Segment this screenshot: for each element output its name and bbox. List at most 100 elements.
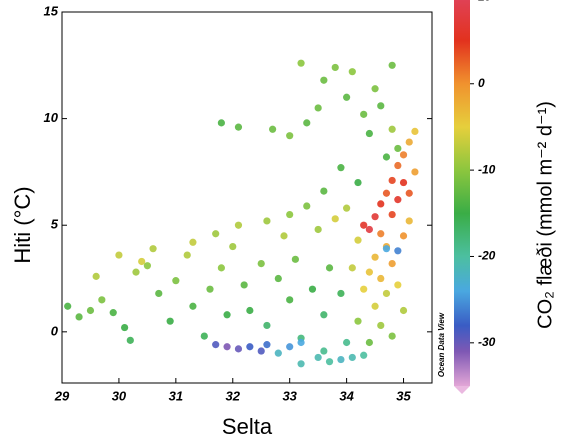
data-point bbox=[138, 257, 146, 266]
data-point bbox=[155, 289, 163, 298]
data-point bbox=[394, 196, 402, 204]
x-tick-label: 30 bbox=[112, 388, 127, 403]
data-point bbox=[92, 272, 100, 280]
data-point bbox=[331, 215, 339, 223]
y-tick-label: 10 bbox=[44, 110, 59, 125]
data-point bbox=[217, 119, 225, 127]
y-tick-label: 15 bbox=[44, 3, 59, 18]
data-point bbox=[399, 178, 408, 187]
data-point bbox=[377, 321, 385, 330]
data-point bbox=[348, 353, 356, 362]
x-tick-label: 34 bbox=[339, 388, 354, 403]
data-point bbox=[371, 253, 379, 261]
data-point bbox=[348, 68, 356, 76]
data-point bbox=[354, 178, 362, 187]
y-tick-label: 0 bbox=[51, 323, 59, 338]
colorbar-bottom-cap bbox=[454, 386, 470, 394]
data-point bbox=[229, 242, 237, 251]
data-point bbox=[303, 119, 311, 127]
data-point bbox=[365, 225, 373, 234]
data-point bbox=[115, 251, 123, 259]
colorbar-label: CO₂ flæði (mmol m⁻² d⁻¹) bbox=[534, 101, 556, 329]
data-point bbox=[360, 110, 368, 118]
data-point bbox=[371, 213, 379, 221]
data-point bbox=[360, 351, 368, 359]
data-point bbox=[388, 210, 396, 219]
data-point bbox=[286, 210, 294, 219]
colorbar-tick-label: -10 bbox=[478, 162, 496, 176]
data-point bbox=[109, 309, 117, 317]
data-point bbox=[291, 255, 299, 263]
data-point bbox=[388, 332, 396, 340]
data-point bbox=[217, 264, 225, 272]
data-point bbox=[360, 285, 368, 293]
data-point bbox=[206, 285, 214, 293]
colorbar-tick-label: -30 bbox=[478, 335, 496, 349]
data-point bbox=[365, 129, 373, 138]
data-point bbox=[388, 259, 396, 268]
colorbar-tick-label: 0 bbox=[478, 76, 485, 90]
data-point bbox=[183, 251, 191, 259]
data-point bbox=[388, 125, 396, 133]
data-point bbox=[343, 338, 351, 347]
data-point bbox=[280, 232, 288, 240]
data-point bbox=[234, 221, 243, 229]
data-point bbox=[212, 230, 220, 238]
data-point bbox=[388, 61, 396, 69]
data-point bbox=[331, 63, 339, 72]
data-point bbox=[286, 343, 294, 351]
data-point bbox=[394, 281, 402, 289]
data-point bbox=[377, 274, 385, 283]
data-point bbox=[405, 189, 413, 197]
data-point bbox=[360, 221, 368, 229]
data-point bbox=[337, 289, 345, 298]
colorbar bbox=[454, 0, 470, 387]
data-point bbox=[394, 161, 402, 170]
data-point bbox=[371, 302, 379, 310]
data-point bbox=[411, 168, 419, 176]
data-point bbox=[308, 285, 317, 293]
data-point bbox=[382, 153, 391, 161]
data-point bbox=[314, 353, 322, 362]
watermark: Ocean Data View bbox=[437, 312, 446, 377]
data-point bbox=[189, 302, 197, 310]
data-point bbox=[126, 336, 134, 344]
data-point bbox=[399, 232, 408, 240]
data-point bbox=[223, 311, 231, 319]
data-point bbox=[377, 200, 385, 208]
data-point bbox=[263, 341, 271, 349]
x-tick-label: 33 bbox=[282, 388, 297, 403]
data-point bbox=[314, 104, 322, 112]
data-point bbox=[269, 125, 277, 133]
data-point bbox=[98, 296, 106, 304]
data-point bbox=[132, 268, 140, 276]
y-tick-label: 5 bbox=[51, 217, 59, 232]
data-point bbox=[246, 343, 254, 351]
data-point bbox=[354, 236, 362, 244]
data-point bbox=[75, 313, 83, 321]
data-point bbox=[246, 306, 254, 315]
data-point bbox=[365, 338, 373, 347]
data-point bbox=[257, 259, 265, 268]
colorbar-tick-label: -20 bbox=[478, 249, 496, 263]
data-point bbox=[411, 127, 419, 136]
data-point bbox=[388, 176, 396, 185]
data-point bbox=[297, 360, 305, 368]
data-point bbox=[343, 204, 351, 212]
data-point bbox=[143, 262, 151, 270]
data-point bbox=[274, 349, 282, 357]
data-point bbox=[200, 332, 208, 340]
data-point bbox=[240, 281, 248, 289]
x-tick-label: 31 bbox=[169, 388, 183, 403]
data-point bbox=[394, 247, 402, 255]
data-point bbox=[382, 245, 391, 253]
x-axis-label: Selta bbox=[222, 414, 273, 439]
data-point bbox=[365, 268, 373, 276]
data-point bbox=[86, 306, 95, 315]
data-point bbox=[399, 306, 408, 315]
data-point bbox=[314, 225, 322, 234]
data-point bbox=[394, 144, 402, 153]
data-point bbox=[297, 59, 305, 67]
data-point bbox=[354, 317, 362, 325]
